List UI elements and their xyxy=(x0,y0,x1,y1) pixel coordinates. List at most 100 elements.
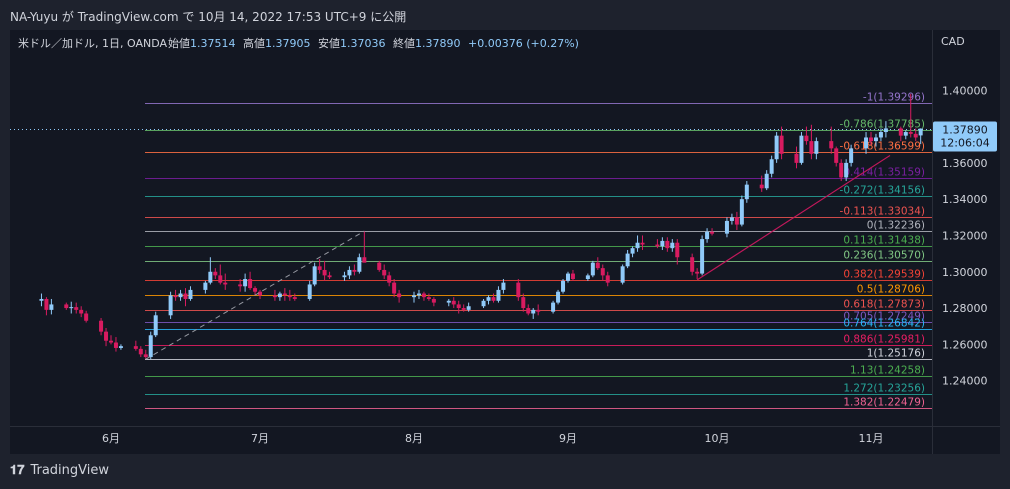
legend-values: 始値1.37514 高値1.37905 安値1.37036 終値1.37890 … xyxy=(168,36,579,50)
price-chart[interactable]: -1(1.39296) -0.786(1.37785) -0.618(1.36599… xyxy=(10,30,1000,454)
candle xyxy=(347,266,352,280)
low-label: 安値 xyxy=(318,36,340,50)
candle xyxy=(839,159,844,182)
price-tick-label: 1.32000 xyxy=(942,229,988,242)
candle xyxy=(451,297,456,309)
candle-body xyxy=(392,282,397,294)
candle-body xyxy=(347,269,352,276)
candle-body xyxy=(739,199,744,225)
chart-frame[interactable]: -1(1.39296) -0.786(1.37785) -0.618(1.36599… xyxy=(10,30,1000,454)
candle-body xyxy=(620,266,625,283)
trendline xyxy=(696,154,891,281)
candle xyxy=(362,231,367,263)
price-tick-label: 1.34000 xyxy=(942,193,988,206)
candle-body xyxy=(724,220,729,234)
candle-body xyxy=(869,137,873,142)
candle-body xyxy=(829,141,834,149)
candle-body xyxy=(531,309,536,314)
candle-body xyxy=(69,307,74,309)
bar-countdown: 12:06:04 xyxy=(940,137,989,150)
candle-body xyxy=(84,313,89,321)
candle-body xyxy=(287,295,292,298)
fib-level-label: -0.113(1.33034) xyxy=(840,206,925,218)
fib-level-label: 0.382(1.29539) xyxy=(843,269,925,281)
high-label: 高値 xyxy=(243,36,265,50)
candle xyxy=(695,268,700,280)
candle-body xyxy=(104,331,109,341)
candle-body xyxy=(203,282,208,290)
low-value: 1.37036 xyxy=(340,37,386,50)
candle xyxy=(600,264,605,281)
candle-body xyxy=(665,240,670,249)
candle xyxy=(377,260,382,272)
candle-body xyxy=(590,262,595,276)
candle-body xyxy=(640,242,645,245)
fib-trend-projection xyxy=(145,230,365,360)
candle-body xyxy=(873,137,878,142)
candle-body xyxy=(779,135,784,154)
last-price-badge xyxy=(933,121,997,152)
candle-body xyxy=(183,293,188,299)
candle xyxy=(248,271,253,290)
drawing-overlays xyxy=(145,154,891,360)
time-tick-label: 10月 xyxy=(705,432,730,445)
fib-level-label: -0.414(1.35159) xyxy=(840,167,925,179)
time-tick-label: 8月 xyxy=(405,432,423,445)
candle-body xyxy=(243,279,248,287)
candle xyxy=(322,260,327,281)
candle xyxy=(79,306,84,318)
candle-body xyxy=(277,293,282,298)
candle-body xyxy=(416,293,421,296)
price-tick-label: 1.28000 xyxy=(942,302,988,315)
candle-body xyxy=(223,282,228,285)
candle xyxy=(153,311,158,338)
candle-body xyxy=(551,302,556,312)
footer-bar xyxy=(0,454,1010,489)
candle-body xyxy=(342,275,347,278)
candle-body xyxy=(109,340,113,343)
candle xyxy=(585,273,590,281)
candle xyxy=(804,126,809,145)
candle xyxy=(829,126,834,154)
candle xyxy=(635,235,640,252)
candle-body xyxy=(521,297,526,309)
candle-body xyxy=(431,298,436,303)
candle-body xyxy=(635,242,640,249)
candle-body xyxy=(153,315,158,336)
candle-body xyxy=(769,159,774,174)
ohlc-legend: 米ドル／加ドル, 1日, OANDA 始値1.37514 高値1.37905 安… xyxy=(18,36,579,50)
candle-body xyxy=(387,275,392,283)
close-value: 1.37890 xyxy=(415,37,461,50)
candle-body xyxy=(481,300,486,307)
candle xyxy=(382,264,387,280)
candle xyxy=(665,237,670,252)
candle xyxy=(69,301,74,314)
fib-level-label: 1.272(1.23256) xyxy=(843,383,925,395)
candle-body xyxy=(118,346,123,348)
tradingview-logo[interactable]: 𝟏𝟕 TradingView xyxy=(10,463,109,478)
candle xyxy=(908,93,913,138)
candle-body xyxy=(794,153,799,163)
candle-body xyxy=(272,295,277,298)
candle xyxy=(769,155,774,178)
published-line: NA-Yuyu が TradingView.com で 10月 14, 2022… xyxy=(10,10,407,24)
candle-body xyxy=(501,282,506,290)
candle xyxy=(630,246,635,258)
candle-body xyxy=(79,309,84,314)
candle-body xyxy=(486,297,491,301)
candle xyxy=(39,293,44,307)
candle xyxy=(620,264,625,285)
candle xyxy=(501,279,506,294)
candle xyxy=(143,349,148,359)
candle-body xyxy=(561,280,566,292)
candle xyxy=(759,175,764,192)
candle xyxy=(556,289,561,305)
candle xyxy=(491,293,496,303)
candle-body xyxy=(849,148,854,163)
fib-level-label: 0.236(1.30570) xyxy=(843,250,925,262)
candle-body xyxy=(595,262,600,269)
candle xyxy=(625,249,630,269)
candle-body xyxy=(799,135,804,163)
candle-body xyxy=(834,148,839,163)
candle xyxy=(307,280,312,301)
